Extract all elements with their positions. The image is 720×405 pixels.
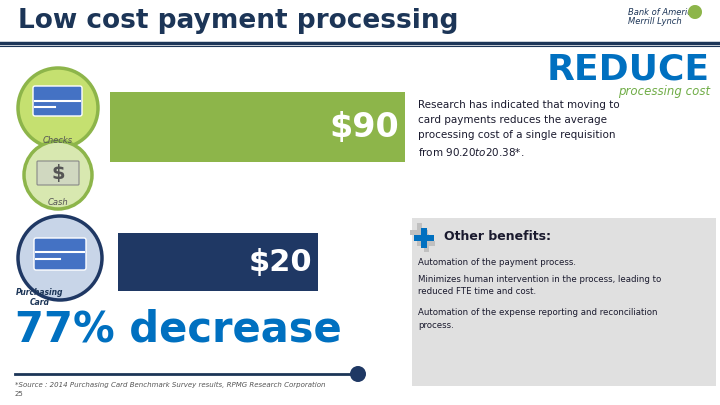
Text: Checks: Checks <box>43 136 73 145</box>
Text: processing cost: processing cost <box>618 85 710 98</box>
Circle shape <box>350 366 366 382</box>
FancyBboxPatch shape <box>33 86 82 116</box>
Text: Cash: Cash <box>48 198 68 207</box>
Text: Research has indicated that moving to
card payments reduces the average
processi: Research has indicated that moving to ca… <box>418 100 620 158</box>
Text: Low cost payment processing: Low cost payment processing <box>18 8 459 34</box>
Text: $: $ <box>51 164 65 183</box>
FancyBboxPatch shape <box>110 92 405 162</box>
Text: Merrill Lynch: Merrill Lynch <box>628 17 682 26</box>
Text: 25: 25 <box>15 391 24 397</box>
FancyBboxPatch shape <box>414 235 434 241</box>
Text: 77% decrease: 77% decrease <box>15 308 342 350</box>
Circle shape <box>24 141 92 209</box>
Text: Automation of the expense reporting and reconciliation
process.: Automation of the expense reporting and … <box>418 308 657 330</box>
FancyBboxPatch shape <box>118 233 318 291</box>
FancyBboxPatch shape <box>421 228 427 248</box>
FancyBboxPatch shape <box>412 218 716 386</box>
Circle shape <box>18 216 102 300</box>
FancyBboxPatch shape <box>37 161 79 185</box>
Text: Purchasing
Card: Purchasing Card <box>17 288 64 307</box>
Text: $90: $90 <box>329 111 399 143</box>
Text: Bank of America: Bank of America <box>628 8 697 17</box>
Wedge shape <box>688 5 702 19</box>
Text: Other benefits:: Other benefits: <box>444 230 551 243</box>
FancyBboxPatch shape <box>416 223 421 241</box>
FancyBboxPatch shape <box>410 230 428 234</box>
FancyBboxPatch shape <box>34 238 86 270</box>
Circle shape <box>18 68 98 148</box>
FancyBboxPatch shape <box>417 241 435 245</box>
Text: REDUCE: REDUCE <box>547 52 710 86</box>
Text: Automation of the payment process.: Automation of the payment process. <box>418 258 576 267</box>
FancyBboxPatch shape <box>423 234 428 252</box>
Text: Minimizes human intervention in the process, leading to
reduced FTE time and cos: Minimizes human intervention in the proc… <box>418 275 661 296</box>
Text: $20: $20 <box>248 247 312 277</box>
Text: *Source : 2014 Purchasing Card Benchmark Survey results, RPMG Research Corporati: *Source : 2014 Purchasing Card Benchmark… <box>15 382 325 388</box>
